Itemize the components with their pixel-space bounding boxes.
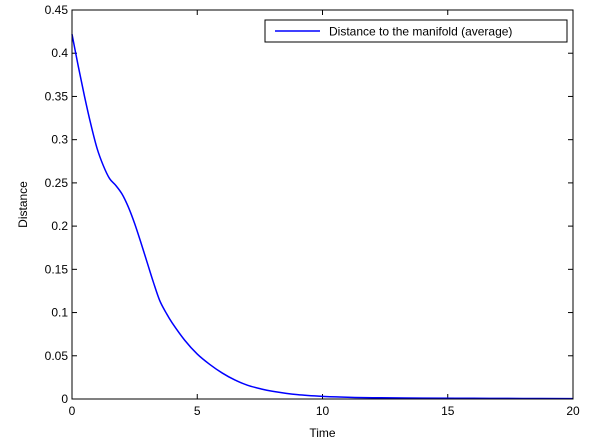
y-tick-label: 0.15: [45, 262, 69, 276]
series-line: [71, 34, 574, 400]
y-tick-label: 0.25: [45, 176, 69, 190]
plot-frame: [71, 9, 574, 400]
y-tick-label: 0.2: [51, 219, 68, 233]
legend-box: [264, 19, 568, 43]
ticks-layer: 0 5 10 15 20 0 0.05 0.1 0.15 0.2 0.25 0.3 0.35 0.4 0.4…: [45, 3, 580, 418]
series-layer: [71, 34, 574, 400]
y-tick-label: 0.45: [45, 3, 69, 17]
y-tick-label: 0.35: [45, 89, 69, 103]
y-tick-label: 0.1: [51, 306, 68, 320]
legend-label: Distance to the manifold (average): [329, 25, 512, 39]
x-tick-label: 0: [69, 404, 76, 418]
legend: Distance to the manifold (average): [264, 19, 568, 43]
y-tick-label: 0: [61, 392, 68, 406]
plot-background: [72, 10, 573, 399]
y-axis-label: Distance: [16, 181, 30, 228]
x-tick-label: 5: [194, 404, 201, 418]
y-tick-label: 0.05: [45, 349, 69, 363]
y-tick-label: 0.4: [51, 46, 68, 60]
x-tick-label: 10: [316, 404, 330, 418]
x-tick-label: 15: [441, 404, 455, 418]
x-tick-label: 20: [566, 404, 580, 418]
x-axis-label: Time: [309, 426, 336, 440]
y-tick-label: 0.3: [51, 133, 68, 147]
